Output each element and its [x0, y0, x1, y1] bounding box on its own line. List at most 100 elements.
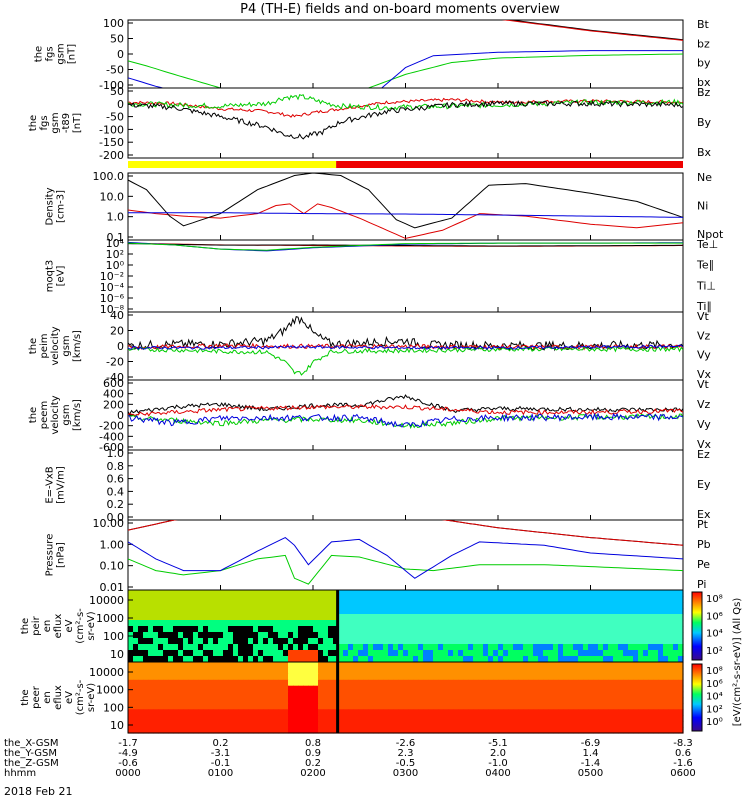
spec-1-cell	[433, 697, 439, 704]
spec-1-cell	[433, 673, 439, 681]
spec-0-cell	[133, 602, 139, 609]
spec-1-cell	[368, 685, 374, 693]
spec-0-cell	[553, 620, 559, 627]
spec-0-cell	[583, 620, 589, 627]
spec-1-cell	[133, 667, 139, 675]
spec-1-cell	[283, 691, 289, 699]
spec-1-cell	[458, 697, 464, 704]
spec-1-cell	[158, 662, 164, 669]
spec-0-cell	[233, 632, 239, 639]
spec-1-cell	[138, 667, 144, 675]
spec-1-cell	[248, 685, 254, 693]
spec-0-cell	[623, 620, 629, 627]
spec-1-cell	[443, 703, 449, 710]
spec-1-cell	[168, 703, 174, 710]
spec-1-cell	[538, 721, 544, 728]
spec-1-cell	[463, 709, 469, 716]
spec-1-cell	[668, 703, 674, 710]
spec-1-cell	[448, 709, 454, 716]
panel-3-legend-Te⊥: Te⊥	[696, 238, 718, 251]
spec-0-cell	[578, 656, 584, 663]
spec-0-cell	[178, 602, 184, 609]
panel-4-ylabel: [km/s]	[72, 330, 83, 362]
spec-1-cell	[673, 697, 679, 704]
spec-1-cell	[248, 709, 254, 716]
spec-1-cell	[298, 685, 304, 693]
spec-1-cell	[373, 709, 379, 716]
spec-1-cell	[503, 679, 509, 687]
spec-0-cell	[653, 614, 659, 621]
spec-1-cell	[428, 679, 434, 687]
spec-0-ylabel: sr-eV)	[86, 611, 97, 640]
spec-1-cell	[338, 667, 344, 675]
panel-4-ytick-label: 40	[110, 309, 124, 322]
spec-0-cell	[433, 638, 439, 645]
spec-0-cell	[438, 596, 444, 603]
spec-0-cell	[293, 644, 299, 651]
spec-0-cell	[583, 608, 589, 615]
panel-3-ylabel: [eV]	[56, 266, 67, 287]
spec-0-cell	[438, 650, 444, 657]
spec-0-cell	[568, 632, 574, 639]
spec-0-cell	[628, 638, 634, 645]
spec-0-cell	[178, 632, 184, 639]
spec-0-cell	[463, 590, 469, 597]
spec-1-cell	[333, 727, 339, 734]
spec-1-cell	[368, 662, 374, 669]
spec-1-cell	[308, 703, 314, 710]
spec-0-cell	[423, 632, 429, 639]
spec-0-cell	[128, 632, 134, 639]
spec-0-cell	[493, 632, 499, 639]
spec-0-cell	[643, 620, 649, 627]
spec-1-ytick-label: 10000	[89, 666, 124, 679]
spec-1-cell	[403, 685, 409, 693]
spec-1-cell	[438, 709, 444, 716]
spec-0-cell	[203, 614, 209, 621]
spec-0-cell	[293, 596, 299, 603]
spec-0-cell	[498, 644, 504, 651]
spec-1-cell	[573, 662, 579, 669]
spec-0-cell	[638, 644, 644, 651]
spec-0-cell	[253, 632, 259, 639]
spec-0-cell	[348, 590, 354, 597]
spec-1-cell	[278, 709, 284, 716]
spec-1-cell	[653, 667, 659, 675]
spec-1-cell	[528, 715, 534, 722]
spec-1-cell	[623, 667, 629, 675]
spec-1-cell	[533, 679, 539, 687]
spec-0-cell	[653, 602, 659, 609]
spec-0-cell	[478, 638, 484, 645]
spec-0-cell	[348, 638, 354, 645]
spec-1-cell	[353, 691, 359, 699]
spec-0-cell	[648, 596, 654, 603]
spec-0-cell	[213, 632, 219, 639]
spec-0-cell	[308, 650, 314, 657]
panel-6-frame	[127, 449, 684, 521]
spec-1-cell	[583, 662, 589, 669]
spec-1-cell	[418, 673, 424, 681]
spec-1-cell	[208, 662, 214, 669]
spec-1-cell	[508, 673, 514, 681]
spec-1-cell	[563, 673, 569, 681]
panel-7-legend-Pb: Pb	[697, 538, 711, 551]
spec-0-cell	[558, 632, 564, 639]
spec-1-cell	[458, 691, 464, 699]
panel-2-ytick-label: 0.1	[107, 231, 125, 244]
spec-1-cell	[568, 721, 574, 728]
panel-6-ylabel: E=-VxB	[45, 466, 56, 503]
panel-1-ylabel: [nT]	[72, 113, 83, 133]
spec-1-cell	[383, 709, 389, 716]
spec-0-cell	[348, 626, 354, 633]
spec-0-cell	[678, 620, 684, 627]
spec-0-cell	[448, 638, 454, 645]
spec-1-cell	[288, 715, 294, 722]
spec-0-cell	[128, 656, 134, 663]
spec-1-cell	[408, 662, 414, 669]
spec-1-cell	[528, 685, 534, 693]
spec-1-cell	[408, 691, 414, 699]
spec-0-cell	[318, 644, 324, 651]
spec-0-cell	[503, 650, 509, 657]
spec-0-cell	[343, 632, 349, 639]
spec-1-cell	[188, 721, 194, 728]
spec-0-cell	[633, 620, 639, 627]
